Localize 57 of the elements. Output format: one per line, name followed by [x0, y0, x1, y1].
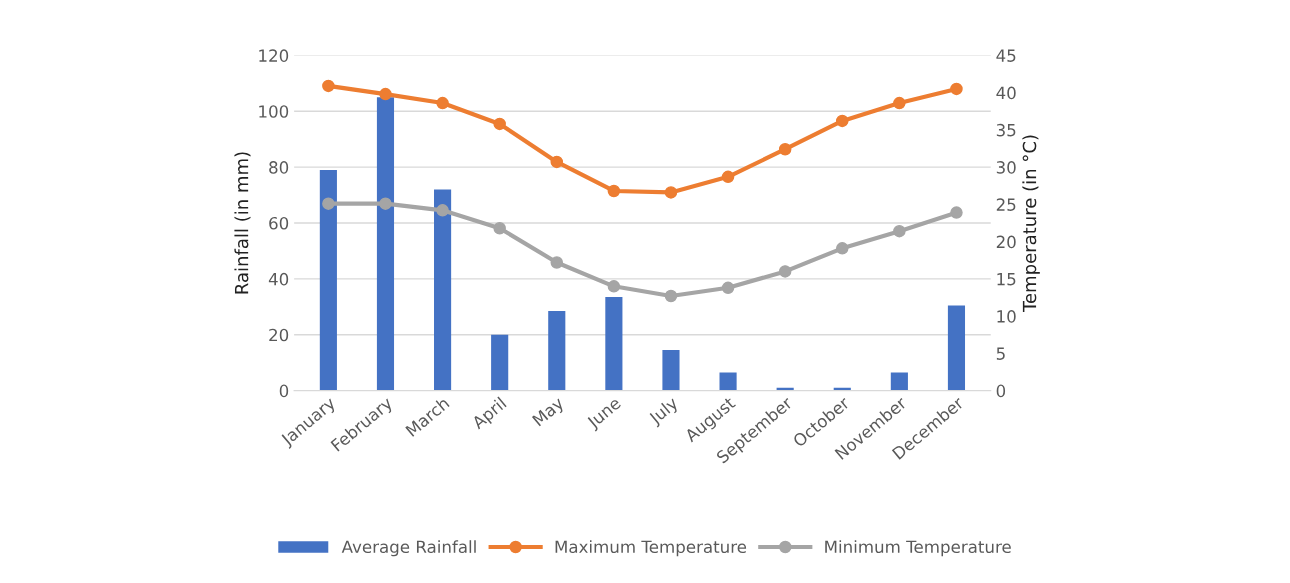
point — [950, 206, 963, 219]
y-tick-label: 120 — [259, 49, 289, 62]
bar — [947, 305, 966, 391]
point — [664, 289, 678, 303]
point — [893, 96, 906, 110]
y-tick-label: 0 — [279, 384, 289, 398]
bar — [890, 372, 908, 391]
bar — [491, 334, 509, 391]
y2-tick-label: 40 — [996, 86, 1016, 100]
y2-tick-label: 0 — [996, 384, 1006, 398]
y-tick-label: 60 — [269, 216, 289, 230]
bar — [548, 310, 566, 391]
point — [836, 242, 849, 255]
point — [836, 114, 849, 128]
point — [778, 142, 792, 156]
point — [436, 96, 449, 110]
y2-tick-label: 15 — [997, 273, 1016, 286]
legend-label: Average Rainfall — [341, 540, 476, 557]
point — [607, 184, 621, 198]
point — [721, 170, 735, 184]
y2-tick-label: 20 — [996, 235, 1016, 249]
point — [493, 221, 506, 235]
point — [436, 204, 449, 217]
bar — [319, 169, 337, 391]
bar — [434, 189, 452, 391]
point — [664, 186, 678, 199]
bar — [376, 97, 395, 391]
y-tick-label: 80 — [269, 161, 289, 174]
y-axis-title: Rainfall (in mm) — [234, 152, 251, 294]
bar — [662, 350, 680, 391]
y2-tick-label: 30 — [996, 161, 1016, 174]
point — [893, 224, 906, 238]
point — [550, 155, 564, 169]
y-tick-label: 100 — [259, 105, 289, 118]
y-tick-label: 20 — [269, 328, 289, 342]
y-tick-label: 40 — [268, 272, 289, 286]
y2-tick-label: 45 — [996, 49, 1016, 62]
point — [379, 87, 392, 101]
point — [550, 256, 564, 269]
legend-label: Minimum Temperature — [825, 540, 1011, 557]
point — [950, 82, 963, 96]
point — [493, 117, 506, 131]
point — [322, 197, 335, 210]
bar — [719, 372, 737, 391]
legend-label: Maximum Temperature — [555, 540, 747, 557]
point — [607, 280, 621, 293]
y2-axis-title: Temperature (in °C) — [1022, 135, 1040, 313]
bar — [605, 297, 623, 391]
x-tick-label: May — [531, 396, 567, 429]
y2-tick-label: 5 — [996, 347, 1005, 360]
y2-tick-label: 35 — [996, 123, 1016, 137]
y2-tick-label: 10 — [997, 310, 1016, 323]
point — [721, 281, 735, 295]
y2-tick-label: 25 — [996, 198, 1016, 211]
point — [379, 197, 392, 210]
point — [322, 79, 335, 93]
point — [778, 265, 792, 278]
